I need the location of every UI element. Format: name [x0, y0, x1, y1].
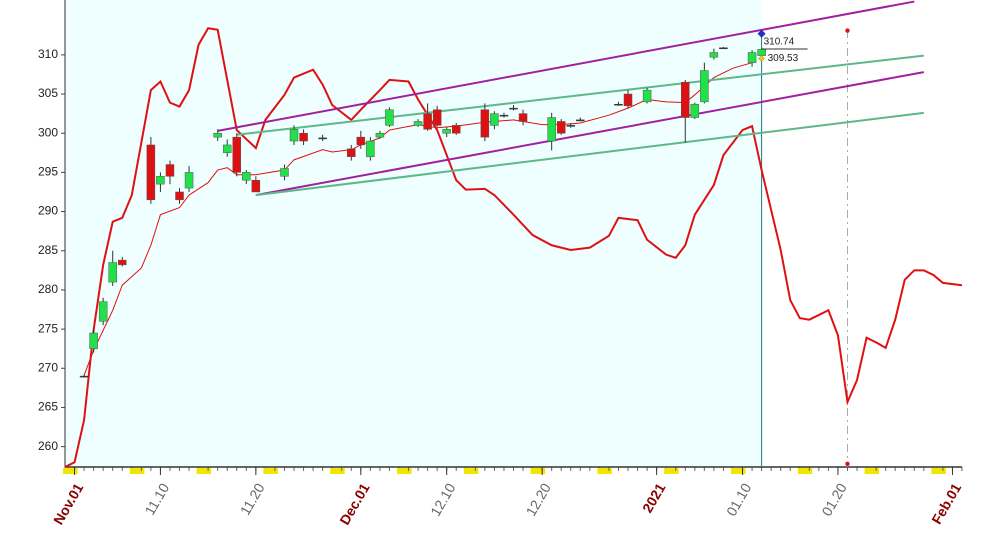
weekend-block: [196, 468, 212, 474]
candle-body: [442, 129, 451, 134]
x-tick-label: 11.20: [237, 480, 268, 518]
x-tick-label: 2021: [639, 480, 669, 515]
y-tick-label: 275: [38, 321, 58, 335]
y-tick-label: 300: [38, 125, 58, 139]
y-tick-label: 260: [38, 439, 58, 453]
y-tick-label: 290: [38, 204, 58, 218]
candle-body: [184, 172, 194, 189]
candle-body: [509, 107, 518, 110]
indicator-line: [64, 27, 963, 468]
candle-body: [232, 136, 242, 173]
weekend-block: [597, 468, 612, 474]
candle-body: [556, 121, 566, 134]
candle-body: [490, 113, 499, 126]
candle-body: [98, 301, 108, 322]
candle-body: [566, 125, 576, 127]
candle-body: [175, 191, 184, 201]
candle-body: [89, 332, 98, 349]
y-tick-label: 270: [38, 360, 58, 374]
candle-body: [614, 103, 623, 106]
candle-body: [623, 93, 633, 107]
annotation-marker: [758, 55, 765, 62]
candle-body: [576, 119, 585, 122]
y-tick-label: 265: [38, 400, 58, 414]
candle-body: [700, 70, 709, 103]
candle-body: [709, 52, 719, 58]
candle-body: [690, 103, 700, 118]
candle-body: [681, 82, 690, 118]
weekend-block: [63, 468, 78, 474]
candle-body: [347, 148, 356, 157]
indicator-line: [255, 111, 924, 197]
candle-body: [318, 137, 327, 140]
candle-body: [423, 113, 432, 130]
weekend-block: [330, 468, 345, 474]
indicator-line: [217, 0, 915, 132]
candle-body: [242, 172, 251, 181]
candle-body: [375, 132, 385, 138]
candle-body: [146, 144, 156, 201]
candle-body: [518, 113, 528, 122]
x-tick-label: 11.10: [141, 480, 172, 518]
candle-body: [413, 121, 423, 126]
candle-body: [356, 136, 366, 146]
candle-body: [747, 52, 757, 63]
candle-body: [299, 132, 308, 142]
weekend-block: [463, 468, 479, 474]
y-tick-label: 305: [38, 86, 58, 100]
candle-body: [719, 47, 728, 50]
weekend-block: [396, 468, 412, 474]
candle-body: [280, 168, 289, 177]
y-tick-label: 280: [38, 282, 58, 296]
weekend-block: [530, 468, 546, 474]
candle-body: [757, 49, 766, 56]
x-tick-label: 01.20: [818, 480, 849, 519]
weekend-block: [864, 468, 880, 474]
candle-body: [118, 259, 127, 266]
candle-body: [165, 164, 175, 177]
x-tick-label: 12.10: [427, 480, 458, 519]
marker: [757, 29, 766, 38]
indicator-line: [255, 71, 925, 197]
x-tick-label: Dec.01: [336, 480, 373, 527]
candle-body: [432, 109, 442, 126]
candle-body: [156, 176, 165, 185]
candle-body: [451, 125, 461, 134]
indicator-line: [236, 54, 924, 136]
weekend-block: [797, 468, 813, 474]
weekend-block: [664, 468, 679, 474]
indicator-line: [83, 62, 753, 376]
x-tick-label: Feb.01: [928, 480, 964, 527]
candle-body: [108, 262, 117, 283]
y-tick-label: 285: [38, 243, 58, 257]
candle-body: [642, 89, 652, 103]
candle-body: [547, 117, 556, 142]
candle-body: [79, 375, 89, 378]
x-tick-label: 12.20: [523, 480, 554, 519]
annotation-label: 309.53: [768, 53, 799, 64]
y-tick-label: 295: [38, 165, 58, 179]
candle-body: [480, 109, 490, 138]
weekend-block: [263, 468, 278, 474]
marker: [845, 461, 850, 467]
weekend-block: [931, 468, 946, 474]
x-tick-label: 01.10: [723, 480, 754, 519]
candle-body: [499, 114, 509, 117]
annotation-label: 310.74: [764, 37, 795, 48]
candle-body: [213, 132, 222, 138]
weekend-block: [730, 468, 746, 474]
candle-body: [385, 109, 394, 126]
x-tick-label: Nov.01: [50, 480, 86, 527]
plot-shade: [65, 0, 762, 467]
candle-body: [289, 129, 299, 142]
candle-body: [251, 179, 261, 193]
weekend-block: [129, 468, 145, 474]
y-tick-label: 310: [38, 47, 58, 61]
candle-body: [222, 144, 232, 154]
candle-body: [366, 140, 375, 157]
marker: [845, 28, 850, 33]
